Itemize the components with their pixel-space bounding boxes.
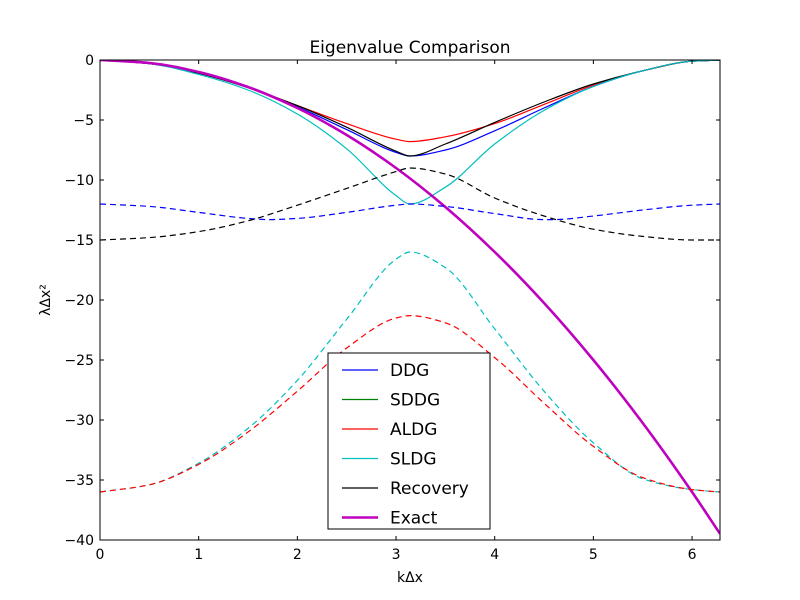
y-tick-label: −15 bbox=[64, 233, 94, 249]
x-axis-label: kΔx bbox=[397, 570, 423, 586]
x-tick-label: 2 bbox=[293, 547, 302, 563]
x-tick-label: 1 bbox=[194, 547, 203, 563]
x-tick-label: 3 bbox=[392, 547, 401, 563]
x-tick-label: 4 bbox=[490, 547, 499, 563]
y-tick-label: −5 bbox=[73, 113, 94, 129]
series-line-7 bbox=[100, 251, 720, 493]
ticks-layer: 0 1 2 3 4 5 6 0 −5 −10 −15 −20 −25 −30 −35 −40 bbox=[64, 53, 720, 563]
series-line-3 bbox=[100, 60, 720, 205]
series-line-5 bbox=[100, 203, 720, 221]
legend-box bbox=[327, 352, 491, 530]
x-tick-label: 6 bbox=[688, 547, 697, 563]
x-tick-label: 5 bbox=[589, 547, 598, 563]
y-tick-label: −30 bbox=[64, 413, 94, 429]
x-tick-label: 0 bbox=[96, 547, 105, 563]
y-tick-label: −10 bbox=[64, 173, 94, 189]
y-tick-label: −20 bbox=[64, 293, 94, 309]
y-tick-label: −40 bbox=[64, 533, 94, 549]
y-tick-label: −35 bbox=[64, 473, 94, 489]
series-layer bbox=[100, 60, 720, 535]
y-axis-label: λΔx² bbox=[38, 284, 54, 316]
legend-label: SLDG bbox=[390, 450, 437, 470]
legend-label: DDG bbox=[390, 361, 429, 381]
legend-label: SDDG bbox=[390, 391, 440, 411]
legend-label: Recovery bbox=[390, 479, 469, 499]
legend: DDG SDDG ALDG SLDG Recovery Exact bbox=[327, 352, 491, 530]
chart-title: Eigenvalue Comparison bbox=[309, 38, 510, 58]
y-tick-label: 0 bbox=[85, 53, 94, 69]
series-line-8 bbox=[100, 315, 720, 493]
legend-label: ALDG bbox=[390, 420, 437, 440]
legend-label: Exact bbox=[390, 509, 438, 529]
series-line-6 bbox=[100, 167, 720, 241]
series-line-4 bbox=[100, 60, 720, 535]
y-tick-label: −25 bbox=[64, 353, 94, 369]
